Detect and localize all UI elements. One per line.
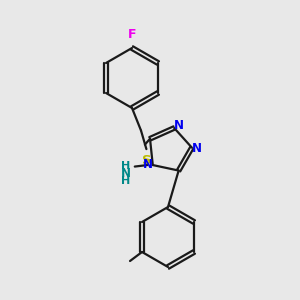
Text: N: N [143, 158, 153, 171]
Text: S: S [142, 154, 152, 167]
Text: N: N [192, 142, 202, 155]
Text: F: F [128, 28, 136, 41]
Text: H: H [121, 161, 130, 171]
Text: H: H [121, 176, 130, 186]
Text: N: N [173, 119, 183, 132]
Text: N: N [121, 167, 131, 180]
